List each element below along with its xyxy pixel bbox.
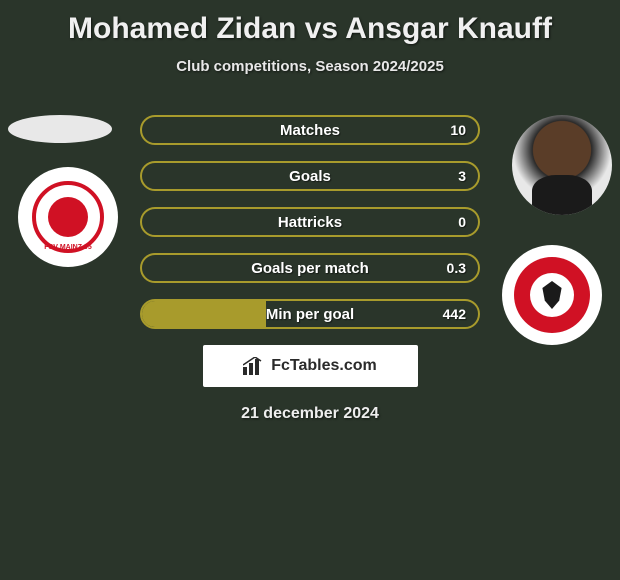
- comparison-date: 21 december 2024: [0, 405, 620, 423]
- stat-pill: Goals per match0.3: [140, 253, 480, 283]
- stat-value-right: 442: [443, 301, 466, 327]
- stat-label: Hattricks: [142, 209, 478, 235]
- stat-value-right: 10: [450, 117, 466, 143]
- stat-label: Goals: [142, 163, 478, 189]
- frankfurt-logo-icon: [514, 257, 590, 333]
- stat-label: Goals per match: [142, 255, 478, 281]
- eagle-icon: [530, 273, 574, 317]
- stat-pills: Matches10 Goals3 Hattricks0 Goals per match…: [140, 115, 480, 329]
- season-subtitle: Club competitions, Season 2024/2025: [0, 58, 620, 75]
- stat-label: Min per goal: [142, 301, 478, 327]
- mainz-logo-text: FSV MAINZ 05: [36, 244, 100, 251]
- bar-chart-icon: [243, 357, 265, 375]
- club-badge-right: [502, 245, 602, 345]
- player-left-avatar: [8, 115, 112, 143]
- stat-value-right: 0.3: [447, 255, 466, 281]
- stats-area: FSV MAINZ 05 Matches10 Goals3 Hattricks0 Go…: [0, 115, 620, 329]
- stat-pill: Min per goal442: [140, 299, 480, 329]
- stat-value-right: 0: [458, 209, 466, 235]
- stat-pill: Matches10: [140, 115, 480, 145]
- mainz-logo-icon: FSV MAINZ 05: [32, 181, 104, 253]
- stat-pill: Hattricks0: [140, 207, 480, 237]
- comparison-title: Mohamed Zidan vs Ansgar Knauff: [0, 0, 620, 46]
- stat-label: Matches: [142, 117, 478, 143]
- stat-value-right: 3: [458, 163, 466, 189]
- branding-text: FcTables.com: [271, 357, 377, 375]
- branding-box: FcTables.com: [203, 345, 418, 387]
- club-badge-left: FSV MAINZ 05: [18, 167, 118, 267]
- player-right-avatar: [512, 115, 612, 215]
- stat-pill: Goals3: [140, 161, 480, 191]
